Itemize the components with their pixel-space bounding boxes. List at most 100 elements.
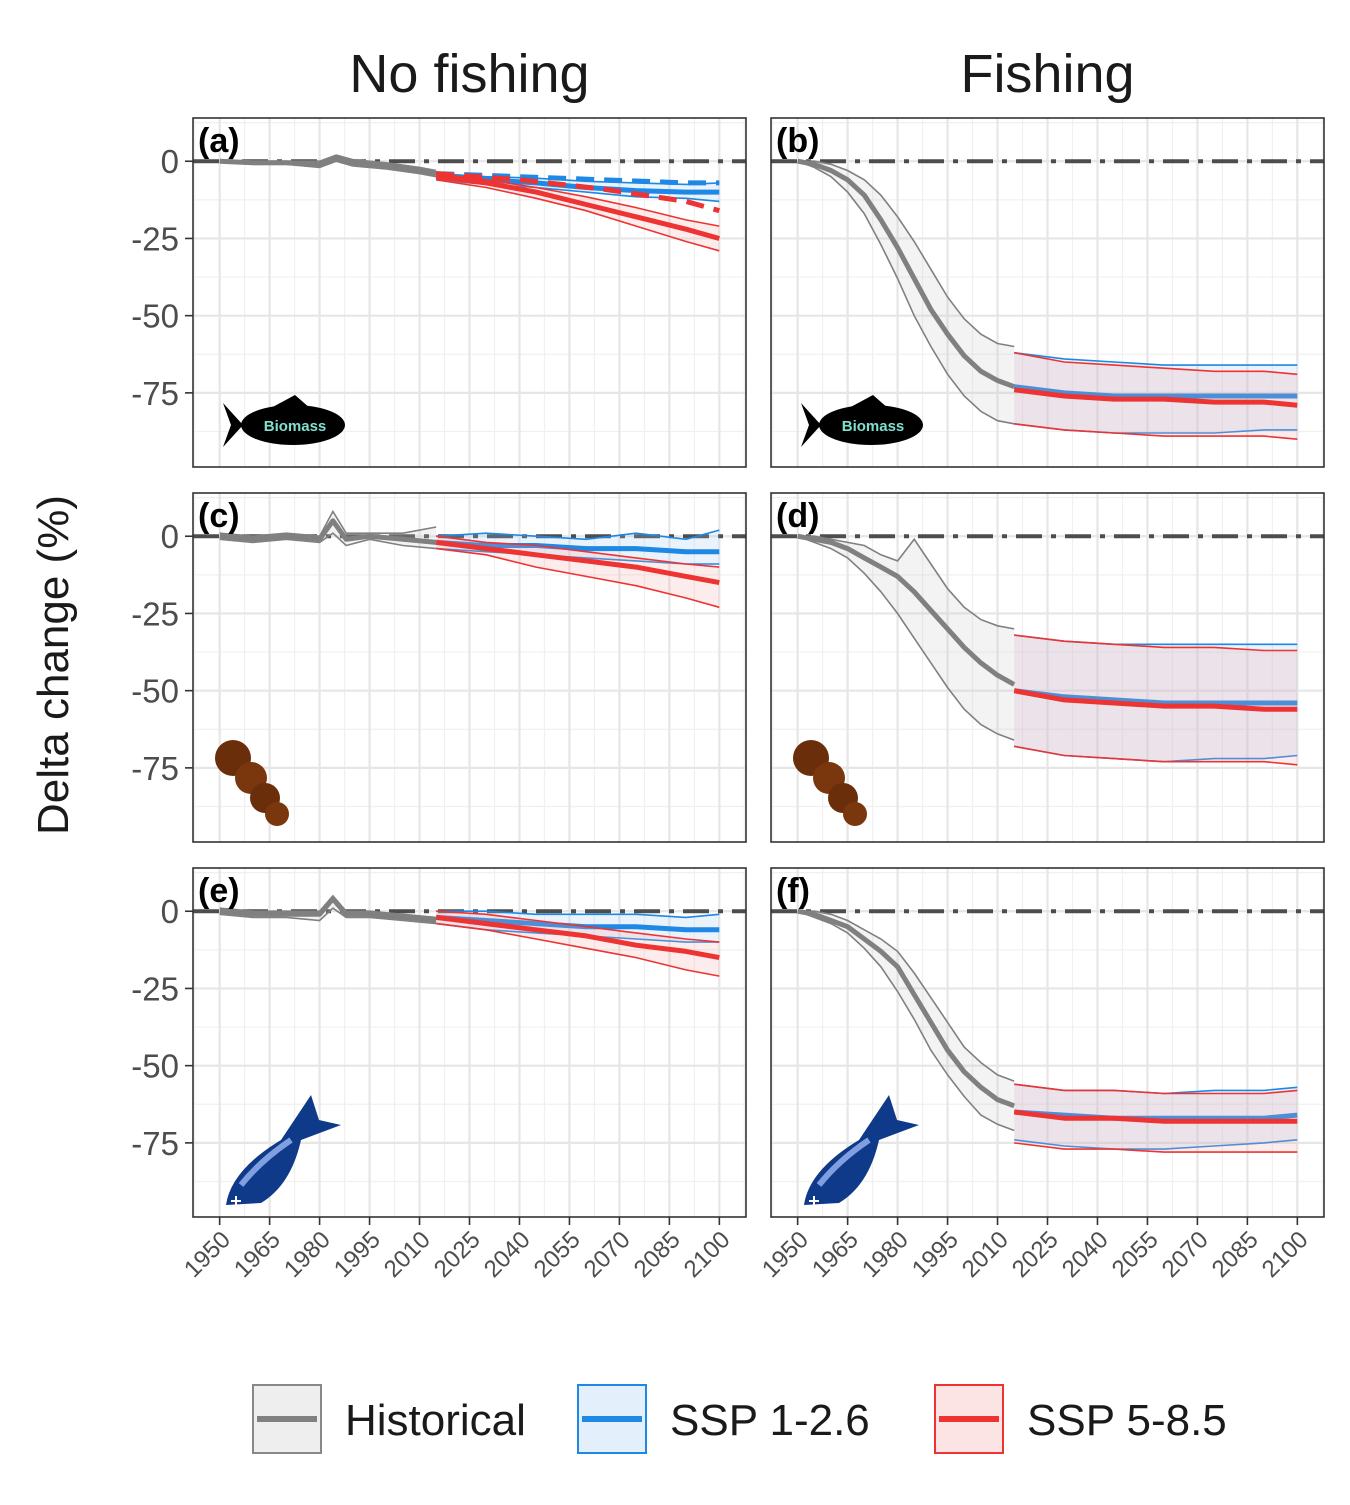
ssp585-mean-line: [1013, 387, 1298, 408]
ssp126-mean-line: [1013, 384, 1298, 399]
historical-band: [797, 161, 1015, 424]
ssp585-lower-line: [1014, 1142, 1298, 1153]
ssp126-dashed-line: [436, 171, 720, 186]
historical-upper-line: [219, 894, 437, 919]
y-tick-label: -25: [131, 220, 179, 257]
x-tick-label: 2010: [379, 1226, 436, 1283]
x-tick-label: 2085: [1207, 1226, 1264, 1283]
panel-label: (a): [198, 122, 240, 160]
historical-mean-line: [797, 533, 1016, 687]
legend: Historical SSP 1-2.6 SSP 5-8.5: [252, 1384, 1227, 1454]
historical-band: [797, 911, 1015, 1131]
historical-lower-line: [797, 535, 1015, 741]
ssp585-mean-line: [435, 539, 720, 586]
x-tick-label: 2070: [1157, 1226, 1214, 1283]
brown-blob-icon: [793, 740, 867, 826]
column-title-0: No fishing: [349, 44, 589, 104]
historical-lower-line: [797, 910, 1015, 1132]
historical-lower-line: [797, 160, 1015, 425]
panel-0: (a) 0 -25 -50 -75 Biomass: [131, 117, 747, 468]
ssp126-band: [1014, 352, 1298, 433]
panel-3: (d): [770, 492, 1325, 843]
y-tick-label: 0: [161, 143, 179, 180]
ssp585-upper-line: [1014, 634, 1298, 652]
y-tick-label: -50: [131, 298, 179, 335]
ssp585-upper-line: [436, 172, 720, 227]
y-axis-label: Delta change (%): [29, 495, 78, 835]
ssp585-band: [1014, 1084, 1298, 1153]
historical-mean-line: [797, 158, 1016, 390]
ssp585-band: [436, 536, 720, 608]
ssp585-band: [1014, 352, 1298, 440]
ssp126-mean-line: [436, 539, 720, 555]
x-tick-label: 2055: [529, 1226, 586, 1283]
ssp585-lower-line: [436, 179, 720, 252]
historical-band: [797, 536, 1015, 741]
panel-1: (b) Biomass: [770, 117, 1325, 468]
ssp126-upper-line: [436, 910, 720, 919]
historical-upper-line: [797, 160, 1015, 348]
panel-border: [192, 117, 747, 468]
y-tick-label: -50: [131, 1048, 179, 1085]
ssp585-upper-line: [436, 535, 720, 568]
x-tick-label: 2025: [1007, 1226, 1064, 1283]
brown-blob-icon: [215, 740, 289, 826]
ssp585-mean-line: [435, 914, 720, 961]
x-tick-label: 1995: [907, 1226, 964, 1283]
y-tick-label: 0: [161, 893, 179, 930]
ssp126-upper-line: [1014, 351, 1298, 366]
x-tick-label: 2010: [957, 1226, 1014, 1283]
x-tick-label: 1965: [807, 1226, 864, 1283]
historical-mean-line: [797, 908, 1016, 1109]
x-tick-label: 2055: [1107, 1226, 1164, 1283]
ssp585-mean-line: [1013, 688, 1298, 712]
panel-label: (d): [776, 497, 819, 535]
y-tick-label: -25: [131, 595, 179, 632]
panel-label: (f): [776, 872, 810, 910]
y-tick-label: -25: [131, 970, 179, 1007]
panel-border: [770, 117, 1325, 468]
blue-fish-icon: [226, 1095, 341, 1206]
panel-label: (c): [198, 497, 240, 535]
x-tick-label: 2070: [579, 1226, 636, 1283]
x-tick-label: 1980: [279, 1226, 336, 1283]
x-tick-label: 1950: [757, 1226, 814, 1283]
panel-border: [192, 492, 747, 843]
ssp585-upper-line: [1014, 351, 1298, 376]
legend-item-2: SSP 5-8.5: [934, 1384, 1227, 1454]
panel-border: [770, 492, 1325, 843]
ssp585-lower-line: [436, 922, 720, 977]
y-tick-label: -75: [131, 375, 179, 412]
panel-5: (f)1950196519801995201020252040205520702…: [757, 867, 1325, 1283]
column-title-1: Fishing: [960, 44, 1134, 104]
historical-upper-line: [797, 910, 1015, 1082]
panel-label: (b): [776, 122, 819, 160]
ssp585-lower-line: [436, 547, 720, 609]
legend-label: SSP 1-2.6: [670, 1396, 870, 1445]
ssp126-mean-line: [1014, 1109, 1298, 1121]
ssp585-mean-line: [435, 174, 720, 241]
legend-item-0: Historical: [252, 1384, 526, 1454]
ssp585-lower-line: [1014, 745, 1298, 766]
panel-4: (e) 0 -25 -50 -75 195019651980199520102025204…: [131, 867, 747, 1283]
x-tick-label: 1950: [179, 1226, 236, 1283]
ssp585-band: [1014, 635, 1298, 765]
ssp585-dashed-line: [436, 171, 720, 214]
historical-lower-line: [219, 532, 437, 550]
ssp126-mean-line: [1013, 688, 1298, 706]
biomass-icon-text: Biomass: [842, 418, 905, 435]
blue-fish-icon: [804, 1095, 919, 1206]
y-tick-label: -50: [131, 673, 179, 710]
panel-2: (c) 0 -25 -50 -75: [131, 492, 747, 843]
x-tick-label: 2100: [679, 1226, 736, 1283]
x-tick-label: 2040: [479, 1226, 536, 1283]
x-tick-label: 2100: [1257, 1226, 1314, 1283]
historical-mean-line: [219, 896, 437, 923]
historical-mean-line: [219, 155, 437, 177]
historical-mean-line: [219, 518, 437, 545]
x-tick-label: 2040: [1057, 1226, 1114, 1283]
legend-item-1: SSP 1-2.6: [577, 1384, 870, 1454]
ssp126-upper-line: [436, 529, 720, 541]
ssp585-mean-line: [1013, 1109, 1298, 1124]
